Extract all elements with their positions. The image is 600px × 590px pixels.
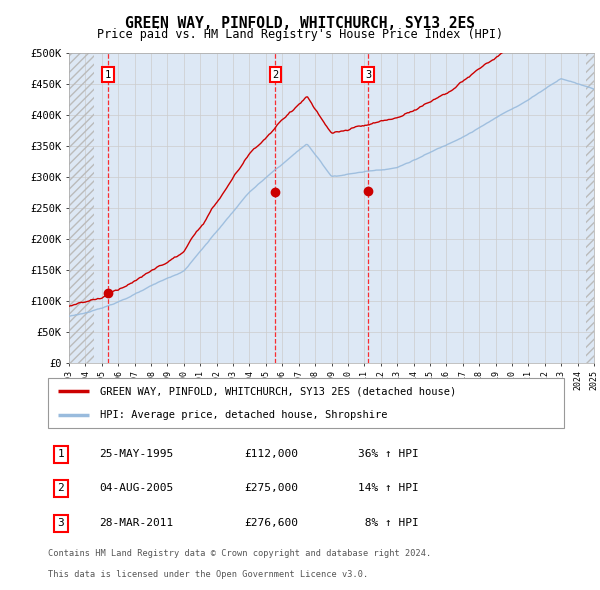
Text: 36% ↑ HPI: 36% ↑ HPI — [358, 450, 418, 459]
Text: 8% ↑ HPI: 8% ↑ HPI — [358, 519, 418, 529]
Text: Contains HM Land Registry data © Crown copyright and database right 2024.: Contains HM Land Registry data © Crown c… — [48, 549, 431, 558]
Text: £275,000: £275,000 — [244, 483, 298, 493]
Text: GREEN WAY, PINFOLD, WHITCHURCH, SY13 2ES (detached house): GREEN WAY, PINFOLD, WHITCHURCH, SY13 2ES… — [100, 386, 456, 396]
Text: Price paid vs. HM Land Registry's House Price Index (HPI): Price paid vs. HM Land Registry's House … — [97, 28, 503, 41]
Text: 3: 3 — [365, 70, 371, 80]
Text: 1: 1 — [105, 70, 111, 80]
Text: HPI: Average price, detached house, Shropshire: HPI: Average price, detached house, Shro… — [100, 410, 387, 420]
Text: This data is licensed under the Open Government Licence v3.0.: This data is licensed under the Open Gov… — [48, 570, 368, 579]
FancyBboxPatch shape — [48, 378, 564, 428]
Bar — [69, 53, 94, 363]
Text: 2: 2 — [272, 70, 278, 80]
Text: 3: 3 — [58, 519, 64, 529]
Bar — [586, 53, 594, 363]
Bar — [69, 53, 94, 363]
Text: GREEN WAY, PINFOLD, WHITCHURCH, SY13 2ES: GREEN WAY, PINFOLD, WHITCHURCH, SY13 2ES — [125, 16, 475, 31]
Text: 04-AUG-2005: 04-AUG-2005 — [100, 483, 174, 493]
Text: 25-MAY-1995: 25-MAY-1995 — [100, 450, 174, 459]
Text: £112,000: £112,000 — [244, 450, 298, 459]
Text: 2: 2 — [58, 483, 64, 493]
Text: £276,600: £276,600 — [244, 519, 298, 529]
Text: 1: 1 — [58, 450, 64, 459]
Text: 14% ↑ HPI: 14% ↑ HPI — [358, 483, 418, 493]
Text: 28-MAR-2011: 28-MAR-2011 — [100, 519, 174, 529]
